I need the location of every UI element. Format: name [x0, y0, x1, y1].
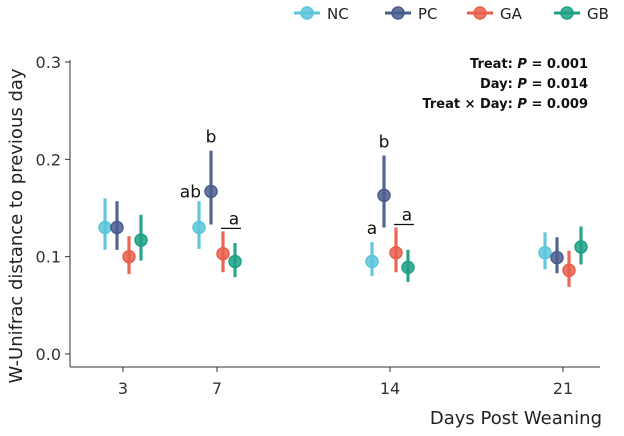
legend-label: GB [587, 5, 609, 23]
x-tick-label: 21 [553, 379, 573, 398]
significance-letter: b [206, 128, 217, 148]
data-point [122, 249, 136, 264]
legend-swatch-point [473, 6, 487, 20]
data-point [401, 260, 415, 275]
legend-label: NC [327, 5, 349, 23]
stat-p-symbol: P [517, 97, 527, 112]
x-tick-label: 7 [212, 379, 222, 398]
series-layer [98, 150, 588, 287]
data-point [110, 220, 124, 235]
stat-p-symbol: P [517, 57, 527, 72]
legend-swatch-point [391, 6, 405, 20]
y-axis-title: W-Unifrac distance to previous day [6, 68, 27, 383]
data-point [134, 233, 148, 247]
series-pc [110, 150, 564, 274]
significance-letter: b [379, 132, 390, 152]
legend-item-ga: GA [467, 5, 523, 23]
series-gb [134, 214, 588, 282]
legend-label: GA [500, 5, 523, 23]
significance-letter: a [367, 219, 377, 239]
y-tick-label: 0.2 [36, 150, 61, 169]
legend-item-nc: NC [294, 5, 349, 23]
x-axis-title: Days Post Weaning [430, 408, 602, 429]
y-tick-label: 0.0 [36, 345, 61, 364]
x-axis: 3 7 14 21 [70, 366, 600, 398]
data-point [538, 246, 552, 260]
data-point [192, 220, 206, 235]
series-ga [122, 227, 576, 287]
legend-item-pc: PC [385, 5, 438, 23]
stat-p-value: = 0.014 [527, 77, 588, 92]
data-point [228, 254, 242, 269]
legend: NC PC GA GB [294, 5, 609, 23]
significance-letter: a [229, 209, 239, 229]
legend-item-gb: GB [554, 5, 609, 23]
y-tick-label: 0.3 [36, 53, 61, 72]
stat-p-symbol: P [517, 77, 527, 92]
stat-label: Treat: [470, 57, 517, 72]
data-point [550, 250, 564, 265]
legend-swatch-point [560, 6, 574, 20]
stat-label: Treat × Day: [422, 97, 517, 112]
legend-label: PC [418, 5, 438, 23]
x-tick-label: 14 [380, 379, 400, 398]
data-point [574, 240, 588, 254]
stat-line: Treat × Day: P = 0.009 [422, 97, 588, 112]
significance-letter: a [402, 205, 412, 225]
stat-p-value: = 0.001 [527, 57, 588, 72]
data-point [204, 184, 218, 199]
data-point [365, 254, 379, 269]
x-tick-label: 3 [118, 379, 128, 398]
data-point [216, 246, 230, 261]
stats-annotation: Treat: P = 0.001 Day: P = 0.014 Treat × Da… [422, 57, 588, 112]
stat-line: Treat: P = 0.001 [470, 57, 588, 72]
legend-swatch-point [300, 6, 314, 20]
data-point [98, 220, 112, 235]
significance-letter: ab [180, 182, 201, 202]
y-tick-label: 0.1 [36, 248, 61, 267]
stat-line: Day: P = 0.014 [480, 77, 588, 92]
stat-label: Day: [480, 77, 517, 92]
data-point [389, 246, 403, 260]
data-point [562, 263, 576, 278]
stat-p-value: = 0.009 [527, 97, 588, 112]
data-point [377, 188, 391, 203]
series-nc [98, 198, 552, 277]
y-axis: 0.0 0.1 0.2 0.3 [36, 53, 71, 367]
